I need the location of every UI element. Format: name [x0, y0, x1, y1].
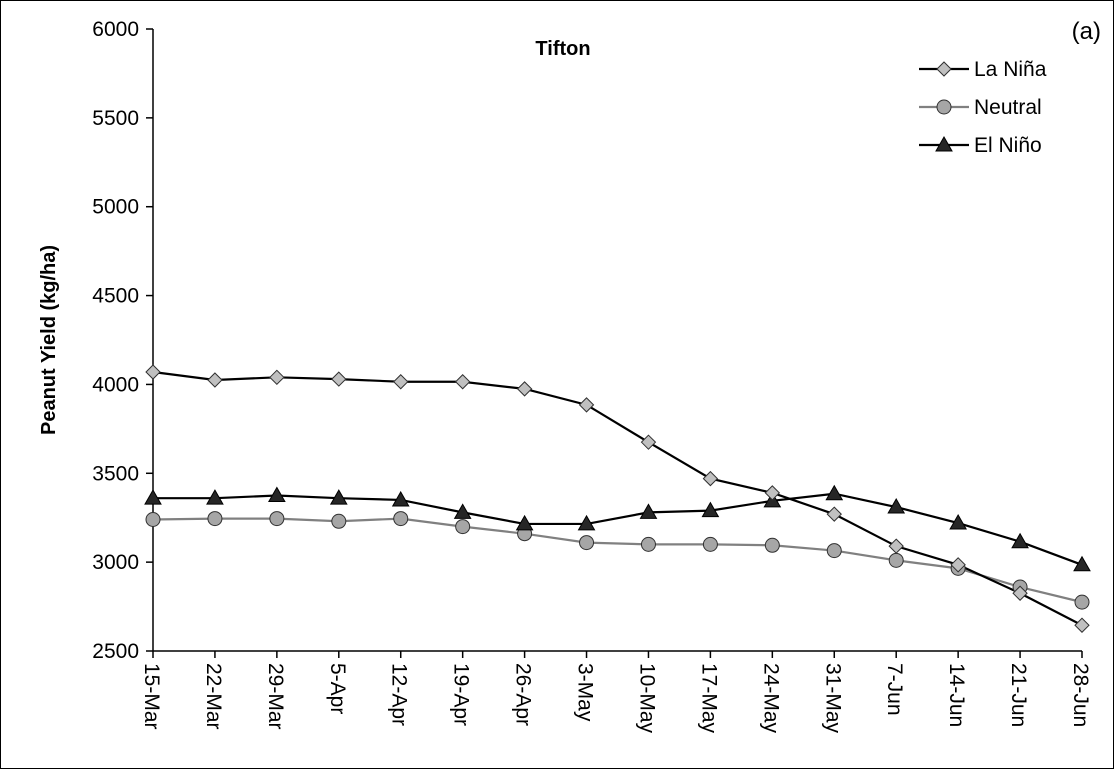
- x-tick-label: 3-May: [574, 663, 597, 722]
- chart-title: Tifton: [535, 38, 590, 60]
- data-point-la-ni-a: [1012, 585, 1028, 601]
- data-point-neutral: [145, 511, 161, 527]
- series-lines: [152, 370, 1083, 627]
- data-point-la-ni-a: [888, 538, 904, 554]
- data-point-neutral: [269, 511, 285, 527]
- legend-label-neutral: Neutral: [974, 96, 1042, 119]
- data-point-el-ni-o: [1011, 532, 1029, 549]
- data-point-la-ni-a: [207, 372, 223, 388]
- data-point-la-ni-a: [1074, 617, 1090, 633]
- data-point-el-ni-o: [701, 501, 720, 518]
- x-tick-label: 26-Apr: [512, 663, 535, 726]
- y-tick-label: 6000: [92, 18, 139, 41]
- data-point-la-ni-a: [764, 485, 781, 501]
- data-point-el-ni-o: [1073, 555, 1091, 572]
- legend-label-el-ni-o: El Niño: [974, 134, 1042, 157]
- data-point-el-ni-o: [887, 498, 906, 514]
- y-tick-label: 3500: [92, 462, 139, 485]
- axes: 2500 3000 3500 4000 4500 5000 5500 6000 15-Mar 22…: [92, 18, 1092, 734]
- x-tick-label: 5-Apr: [326, 663, 349, 714]
- series-line-el-ni-o: [153, 492, 1083, 566]
- data-point-la-ni-a: [269, 369, 285, 386]
- data-point-la-ni-a: [145, 364, 161, 380]
- data-point-la-ni-a: [578, 397, 595, 413]
- data-point-la-ni-a: [331, 371, 347, 387]
- series-line-la-ni-a: [152, 370, 1083, 627]
- y-tick-label: 2500: [92, 640, 139, 663]
- legend-marker-el-ni-o: [935, 135, 953, 152]
- x-tick-label: 14-Jun: [945, 663, 968, 727]
- data-point-neutral: [764, 537, 780, 553]
- x-tick-label: 10-May: [635, 663, 658, 734]
- data-point-el-ni-o: [391, 490, 410, 507]
- data-point-neutral: [640, 536, 656, 552]
- legend-marker-la-ni-a: [936, 61, 952, 77]
- x-tick-label: 24-May: [759, 663, 782, 734]
- data-point-el-ni-o: [144, 489, 162, 505]
- y-tick-label: 4000: [92, 373, 139, 396]
- x-tick-label: 15-Mar: [140, 663, 163, 730]
- data-point-el-ni-o: [825, 484, 844, 501]
- data-point-el-ni-o: [515, 514, 534, 531]
- data-point-la-ni-a: [640, 434, 657, 450]
- data-point-neutral: [1074, 594, 1090, 610]
- x-tick-label: 7-Jun: [883, 663, 906, 716]
- y-axis-label: Peanut Yield (kg/ha): [38, 245, 60, 435]
- data-point-el-ni-o: [949, 514, 967, 530]
- data-point-neutral: [455, 519, 471, 535]
- x-tick-label: 17-May: [697, 663, 720, 734]
- series-line-neutral: [152, 517, 1083, 604]
- x-tick-label: 29-Mar: [264, 663, 287, 730]
- data-point-el-ni-o: [453, 503, 472, 519]
- data-point-la-ni-a: [516, 381, 533, 397]
- data-point-neutral: [331, 513, 347, 529]
- data-point-el-ni-o: [639, 503, 658, 519]
- y-tick-label: 3000: [92, 551, 139, 574]
- legend-label-la-ni-a: La Niña: [974, 58, 1047, 81]
- legend: La Niña Neutral El Niño: [919, 58, 1047, 157]
- x-tick-label: 19-Apr: [450, 663, 473, 726]
- x-tick-label: 21-Jun: [1007, 663, 1030, 727]
- y-tick-label: 5000: [92, 196, 139, 219]
- data-point-neutral: [393, 511, 409, 527]
- data-point-el-ni-o: [577, 514, 596, 531]
- x-tick-label: 28-Jun: [1069, 663, 1092, 727]
- series-markers: [144, 364, 1091, 633]
- y-tick-label: 5500: [92, 107, 139, 130]
- data-point-neutral: [888, 552, 904, 568]
- panel-label: (a): [1072, 18, 1101, 45]
- x-tick-label: 12-Apr: [388, 663, 411, 726]
- data-point-el-ni-o: [206, 489, 224, 505]
- data-point-el-ni-o: [329, 489, 348, 505]
- data-point-la-ni-a: [950, 557, 966, 573]
- data-point-el-ni-o: [268, 486, 286, 502]
- x-tick-label: 31-May: [821, 663, 844, 734]
- data-point-la-ni-a: [393, 374, 409, 390]
- data-point-neutral: [579, 535, 595, 551]
- y-tick-label: 4500: [92, 285, 139, 308]
- x-tick-label: 22-Mar: [202, 663, 225, 730]
- legend-marker-neutral: [936, 99, 952, 115]
- data-point-la-ni-a: [454, 374, 471, 390]
- data-point-la-ni-a: [826, 506, 842, 522]
- data-point-neutral: [702, 536, 718, 552]
- data-point-la-ni-a: [702, 470, 719, 487]
- data-point-neutral: [826, 543, 842, 559]
- data-point-neutral: [207, 511, 223, 527]
